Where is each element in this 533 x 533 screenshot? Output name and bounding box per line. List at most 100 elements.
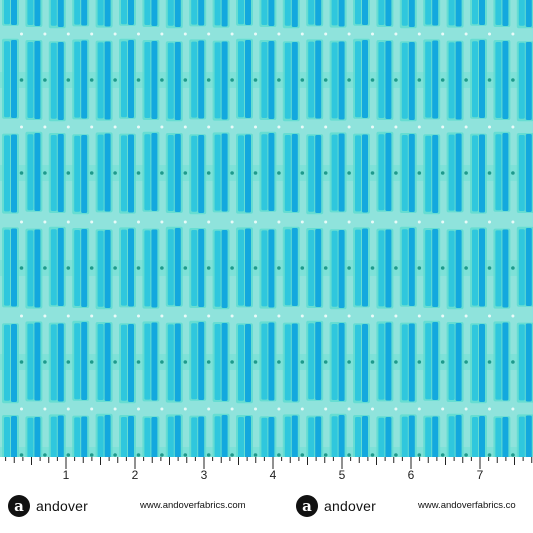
- pattern-dot: [230, 171, 234, 175]
- pattern-dot: [89, 171, 94, 175]
- pattern-dot: [277, 453, 281, 457]
- pattern-dot: [113, 78, 117, 82]
- pattern-dot: [277, 266, 281, 270]
- pattern-dot: [417, 453, 422, 457]
- pattern-dot: [183, 266, 188, 270]
- pattern-dot: [206, 266, 211, 270]
- pattern-dot: [464, 453, 468, 457]
- pattern-dot: [19, 78, 24, 82]
- ruler-ticks: [5, 457, 533, 469]
- pattern-dot: [511, 78, 515, 82]
- pattern-dot: [19, 453, 24, 457]
- pattern-dot: [464, 360, 468, 364]
- pattern-dot: [160, 266, 164, 270]
- pattern-dot: [300, 78, 305, 82]
- pattern-dot: [160, 360, 164, 364]
- brand-block-left: a andover: [8, 492, 88, 520]
- pattern-dot: [160, 453, 164, 457]
- pattern-dot: [487, 266, 492, 270]
- pattern-dot: [183, 171, 188, 175]
- pattern-dot: [511, 171, 515, 175]
- pattern-dot: [136, 171, 141, 175]
- pattern-dot: [66, 453, 71, 457]
- pattern-dot: [323, 453, 328, 457]
- ruler-number-7: 7: [476, 468, 484, 482]
- pattern-dot: [19, 360, 24, 364]
- pattern-dot: [347, 360, 351, 364]
- pattern-dot: [277, 171, 281, 175]
- pattern-dot: [66, 266, 71, 270]
- pattern-dot: [487, 171, 492, 175]
- pattern-dot: [277, 360, 281, 364]
- ruler-number-4: 4: [269, 468, 277, 482]
- pattern-dot: [300, 171, 305, 175]
- pattern-dot: [440, 171, 445, 175]
- pattern-dot: [417, 266, 422, 270]
- pattern-dot: [160, 78, 164, 82]
- pattern-dot: [440, 360, 445, 364]
- pattern-dot: [487, 360, 492, 364]
- pattern-dot: [347, 78, 351, 82]
- pattern-dot: [394, 360, 398, 364]
- pattern-dot: [89, 78, 94, 82]
- pattern-dot: [43, 453, 47, 457]
- pattern-dot: [183, 360, 188, 364]
- andover-logo-icon: a: [296, 495, 318, 517]
- brand-url: www.andoverfabrics.com: [140, 500, 246, 511]
- pattern-dot: [183, 78, 188, 82]
- pattern-dot: [487, 78, 492, 82]
- pattern-dot: [370, 266, 375, 270]
- pattern-dot: [113, 453, 117, 457]
- pattern-dot: [43, 171, 47, 175]
- pattern-dot: [43, 360, 47, 364]
- pattern-dot: [206, 453, 211, 457]
- pattern-dot: [230, 453, 234, 457]
- pattern-dot: [66, 171, 71, 175]
- pattern-dot: [347, 171, 351, 175]
- pattern-dot: [440, 453, 445, 457]
- pattern-dot: [464, 266, 468, 270]
- brand-name: andover: [36, 498, 88, 514]
- pattern-dot: [136, 78, 141, 82]
- pattern-dot: [253, 171, 258, 175]
- brand-url: www.andoverfabrics.co: [418, 500, 516, 511]
- pattern-dot: [113, 266, 117, 270]
- pattern-dot: [230, 360, 234, 364]
- pattern-dot: [136, 360, 141, 364]
- pattern-dot: [440, 78, 445, 82]
- pattern-dot: [370, 78, 375, 82]
- pattern-dot: [323, 78, 328, 82]
- pattern-dot: [300, 266, 305, 270]
- pattern-dot: [464, 171, 468, 175]
- pattern-dot: [43, 266, 47, 270]
- pattern-dot: [253, 360, 258, 364]
- pattern-dot: [347, 266, 351, 270]
- pattern-dot: [511, 360, 515, 364]
- pattern-dot: [113, 360, 117, 364]
- pattern-dot: [230, 78, 234, 82]
- pattern-dot: [113, 171, 117, 175]
- pattern-dot: [206, 78, 211, 82]
- pattern-dot: [183, 453, 188, 457]
- pattern-dot: [511, 453, 515, 457]
- pattern-dot: [300, 453, 305, 457]
- brand-name: andover: [324, 498, 376, 514]
- pattern-dot: [66, 78, 71, 82]
- pattern-dot: [417, 360, 422, 364]
- pattern-dot: [347, 453, 351, 457]
- pattern-dot: [300, 360, 305, 364]
- pattern-dot: [253, 266, 258, 270]
- pattern-dot: [89, 453, 94, 457]
- pattern-dot: [66, 360, 71, 364]
- pattern-dot: [370, 453, 375, 457]
- ruler-number-3: 3: [200, 468, 208, 482]
- pattern-dot: [487, 453, 492, 457]
- pattern-dot: [89, 266, 94, 270]
- ruler-footer: 1 2 3 4 5 6 7 a andover www.andoverfabri…: [0, 457, 533, 533]
- pattern-dot: [253, 453, 258, 457]
- pattern-dot: [394, 171, 398, 175]
- pattern-dot: [323, 171, 328, 175]
- pattern-dot: [417, 171, 422, 175]
- pattern-dot: [206, 360, 211, 364]
- pattern-dot: [19, 266, 24, 270]
